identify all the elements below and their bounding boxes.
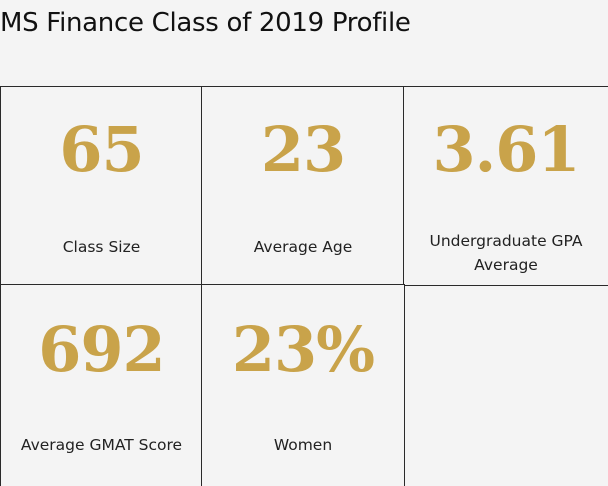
stat-card-class-size: 65 Class Size — [0, 86, 203, 286]
stat-value: 23 — [260, 113, 346, 186]
stat-card-gmat: 692 Average GMAT Score — [0, 284, 203, 486]
page-title: MS Finance Class of 2019 Profile — [0, 8, 411, 38]
stat-label: Average GMAT Score — [20, 436, 183, 454]
stat-label: Undergraduate GPA Average — [429, 232, 583, 274]
profile-stats-grid: 65 Class Size 23 Average Age 3.61 Underg… — [0, 86, 608, 486]
stat-value: 23% — [231, 313, 375, 386]
stat-label: Class Size — [62, 238, 141, 256]
stat-card-average-age: 23 Average Age — [201, 86, 405, 286]
stat-card-women: 23% Women — [201, 284, 405, 486]
stat-label: Women — [273, 436, 333, 454]
stat-label: Average Age — [253, 238, 353, 256]
stat-value: 65 — [59, 113, 144, 186]
stat-card-gpa: 3.61 Undergraduate GPA Average — [403, 86, 608, 286]
stat-value: 692 — [38, 313, 165, 386]
stat-value: 3.61 — [432, 113, 580, 186]
